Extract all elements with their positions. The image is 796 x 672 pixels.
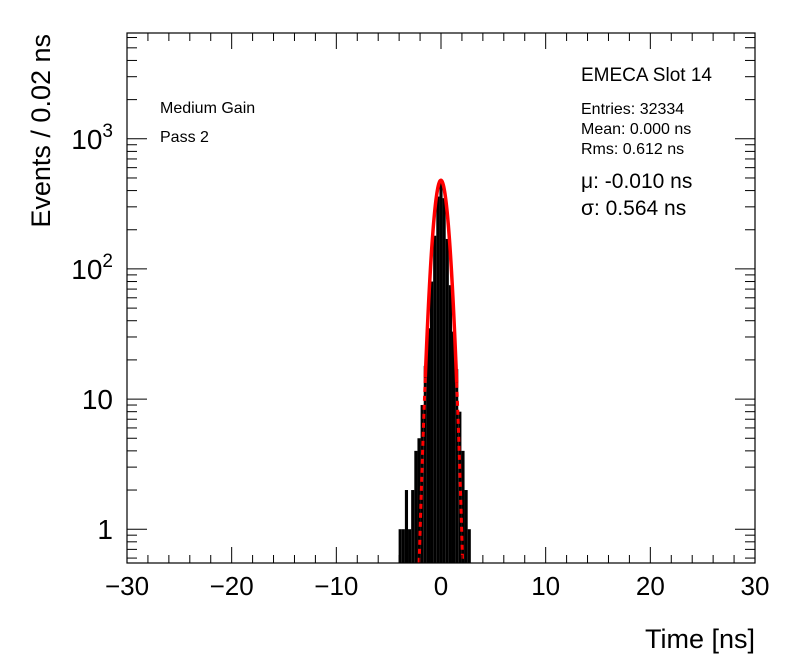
histogram-bar <box>404 490 409 563</box>
x-tick-label: 10 <box>531 571 560 601</box>
histogram-bar <box>464 490 468 563</box>
y-tick-label: 10 <box>82 384 113 415</box>
histogram-bar <box>411 490 415 563</box>
fit-curve <box>423 178 459 383</box>
y-tick-label: 1 <box>97 514 113 545</box>
x-tick-label: −10 <box>314 571 358 601</box>
histogram-bar <box>423 365 427 563</box>
x-tick-label: −30 <box>105 571 149 601</box>
fit-curve-right-extension <box>455 382 465 562</box>
histogram-bar <box>439 180 443 563</box>
y-axis-label: Events / 0.02 ns <box>26 34 56 228</box>
histogram-bar <box>451 331 456 563</box>
fit-sigma-label: σ: 0.564 ns <box>581 197 686 220</box>
x-tick-label: 20 <box>636 571 665 601</box>
histogram-bar <box>458 411 462 563</box>
fit-curve-left-extension <box>417 377 427 563</box>
histogram-bar <box>420 405 424 563</box>
histogram-bar <box>467 529 471 563</box>
histogram-bar <box>448 285 452 563</box>
x-axis-label: Time [ns] <box>645 624 755 654</box>
histogram-bar <box>398 529 402 563</box>
stats-rms: Rms: 0.612 ns <box>581 141 684 158</box>
histogram-bar <box>401 529 405 563</box>
x-tick-label: −20 <box>210 571 254 601</box>
stats-title: EMECA Slot 14 <box>581 65 712 86</box>
histogram-bar <box>426 328 431 563</box>
histogram-bars <box>398 180 471 563</box>
x-tick-label: 30 <box>741 571 770 601</box>
histogram-bar <box>445 238 449 563</box>
gain-label: Medium Gain <box>160 100 255 117</box>
histogram-bar <box>408 529 412 563</box>
x-tick-label: 0 <box>434 571 448 601</box>
histogram-bar <box>455 369 459 563</box>
pass-label: Pass 2 <box>160 129 209 146</box>
fit-curve-layer <box>417 178 465 563</box>
histogram-bar <box>433 235 437 563</box>
histogram-bar <box>442 198 446 563</box>
histogram-bar <box>414 450 418 563</box>
histogram-bar <box>461 450 465 563</box>
stats-mean: Mean: 0.000 ns <box>581 121 691 138</box>
y-tick-label: 102 <box>71 251 113 285</box>
histogram-bar <box>436 196 440 563</box>
histogram-bar <box>417 438 421 563</box>
stats-entries: Entries: 32334 <box>581 101 684 118</box>
histogram-bar <box>430 281 434 563</box>
x-axis-ticks: −30 −20 −10 0 10 20 30 <box>105 33 770 601</box>
fit-mu-label: μ: -0.010 ns <box>581 170 692 193</box>
y-tick-label: 103 <box>71 121 113 155</box>
